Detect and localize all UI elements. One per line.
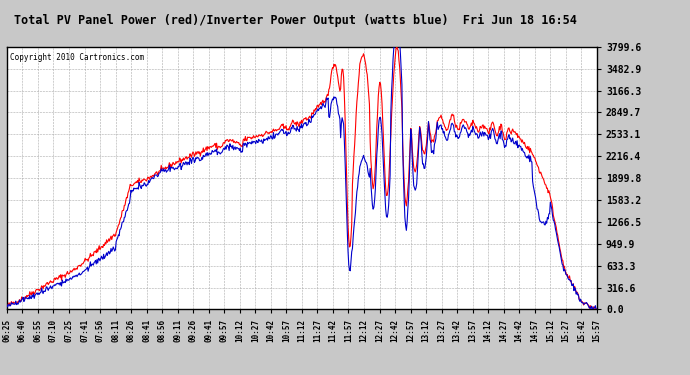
Text: Copyright 2010 Cartronics.com: Copyright 2010 Cartronics.com xyxy=(10,54,144,62)
Text: Total PV Panel Power (red)/Inverter Power Output (watts blue)  Fri Jun 18 16:54: Total PV Panel Power (red)/Inverter Powe… xyxy=(14,14,577,27)
